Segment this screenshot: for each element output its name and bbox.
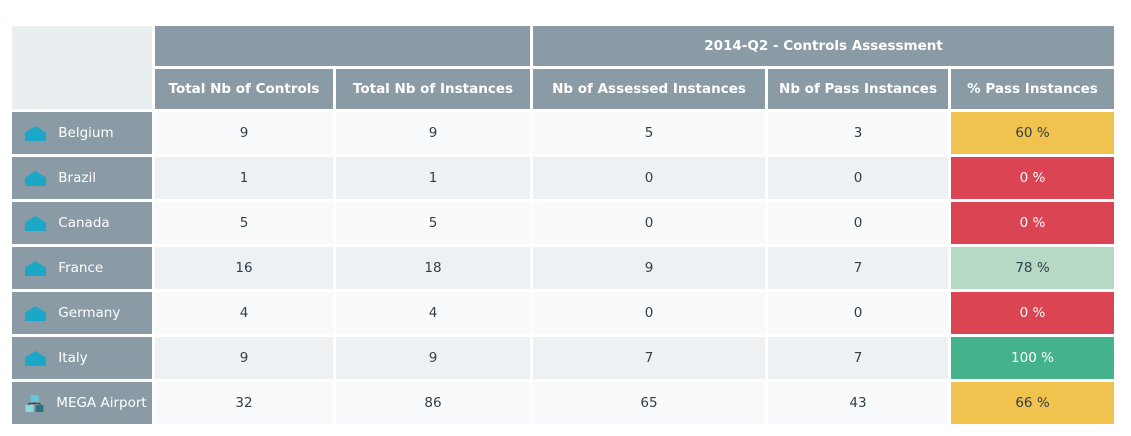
cell-pct-pass: 60 % xyxy=(951,112,1114,154)
cell-total-controls: 4 xyxy=(155,292,333,334)
cell-assessed-instances: 7 xyxy=(533,337,765,379)
corner-cell xyxy=(12,26,152,109)
cell-pass-instances: 0 xyxy=(768,157,948,199)
house-icon xyxy=(25,170,46,186)
house-icon xyxy=(25,215,46,231)
table-row-belgium: Belgium 9 9 5 3 60 % xyxy=(12,112,1114,154)
group-header-assessment-title: 2014-Q2 - Controls Assessment xyxy=(533,26,1114,66)
cell-assessed-instances: 9 xyxy=(533,247,765,289)
row-header-belgium[interactable]: Belgium xyxy=(12,112,152,154)
row-label: Canada xyxy=(58,215,110,231)
cell-assessed-instances: 0 xyxy=(533,202,765,244)
house-icon xyxy=(25,305,46,321)
cell-assessed-instances: 5 xyxy=(533,112,765,154)
org-chart-icon xyxy=(25,394,44,413)
row-label: France xyxy=(58,260,104,276)
cell-pct-pass: 0 % xyxy=(951,157,1114,199)
cell-pass-instances: 7 xyxy=(768,247,948,289)
row-header-canada[interactable]: Canada xyxy=(12,202,152,244)
table-row-brazil: Brazil 1 1 0 0 0 % xyxy=(12,157,1114,199)
col-header-total-controls: Total Nb of Controls xyxy=(155,69,333,109)
row-label: Germany xyxy=(58,305,121,321)
controls-assessment-table: 2014-Q2 - Controls Assessment Total Nb o… xyxy=(9,23,1117,427)
col-header-assessed-instances: Nb of Assessed Instances xyxy=(533,69,765,109)
cell-total-instances: 86 xyxy=(336,382,530,424)
house-icon xyxy=(25,125,46,141)
cell-total-controls: 9 xyxy=(155,337,333,379)
group-header-totals xyxy=(155,26,530,66)
col-header-total-instances: Total Nb of Instances xyxy=(336,69,530,109)
col-header-pct-pass: % Pass Instances xyxy=(951,69,1114,109)
group-header-row: 2014-Q2 - Controls Assessment xyxy=(12,26,1114,109)
house-icon xyxy=(25,350,46,366)
cell-total-instances: 9 xyxy=(336,337,530,379)
table-row-italy: Italy 9 9 7 7 100 % xyxy=(12,337,1114,379)
cell-pct-pass: 0 % xyxy=(951,202,1114,244)
cell-total-controls: 1 xyxy=(155,157,333,199)
cell-pass-instances: 0 xyxy=(768,292,948,334)
cell-pct-pass: 78 % xyxy=(951,247,1114,289)
cell-pass-instances: 3 xyxy=(768,112,948,154)
cell-assessed-instances: 0 xyxy=(533,292,765,334)
cell-total-instances: 9 xyxy=(336,112,530,154)
cell-pass-instances: 43 xyxy=(768,382,948,424)
column-header-row: Total Nb of Controls Total Nb of Instanc… xyxy=(12,69,1114,109)
row-header-italy[interactable]: Italy xyxy=(12,337,152,379)
row-label: Italy xyxy=(58,350,88,366)
cell-pass-instances: 0 xyxy=(768,202,948,244)
row-header-mega-airport[interactable]: MEGA Airport xyxy=(12,382,152,424)
row-label: Brazil xyxy=(58,170,96,186)
cell-total-instances: 18 xyxy=(336,247,530,289)
cell-total-instances: 1 xyxy=(336,157,530,199)
row-label: Belgium xyxy=(58,125,114,141)
cell-total-instances: 5 xyxy=(336,202,530,244)
cell-assessed-instances: 65 xyxy=(533,382,765,424)
cell-assessed-instances: 0 xyxy=(533,157,765,199)
cell-total-instances: 4 xyxy=(336,292,530,334)
cell-total-controls: 9 xyxy=(155,112,333,154)
row-label: MEGA Airport xyxy=(56,395,147,411)
col-header-pass-instances: Nb of Pass Instances xyxy=(768,69,948,109)
row-header-brazil[interactable]: Brazil xyxy=(12,157,152,199)
row-header-germany[interactable]: Germany xyxy=(12,292,152,334)
cell-total-controls: 16 xyxy=(155,247,333,289)
table-row-canada: Canada 5 5 0 0 0 % xyxy=(12,202,1114,244)
cell-pct-pass: 66 % xyxy=(951,382,1114,424)
row-header-france[interactable]: France xyxy=(12,247,152,289)
table-row-mega-airport: MEGA Airport 32 86 65 43 66 % xyxy=(12,382,1114,424)
table-row-germany: Germany 4 4 0 0 0 % xyxy=(12,292,1114,334)
table-row-france: France 16 18 9 7 78 % xyxy=(12,247,1114,289)
cell-total-controls: 32 xyxy=(155,382,333,424)
house-icon xyxy=(25,260,46,276)
cell-pct-pass: 100 % xyxy=(951,337,1114,379)
cell-pass-instances: 7 xyxy=(768,337,948,379)
cell-total-controls: 5 xyxy=(155,202,333,244)
cell-pct-pass: 0 % xyxy=(951,292,1114,334)
